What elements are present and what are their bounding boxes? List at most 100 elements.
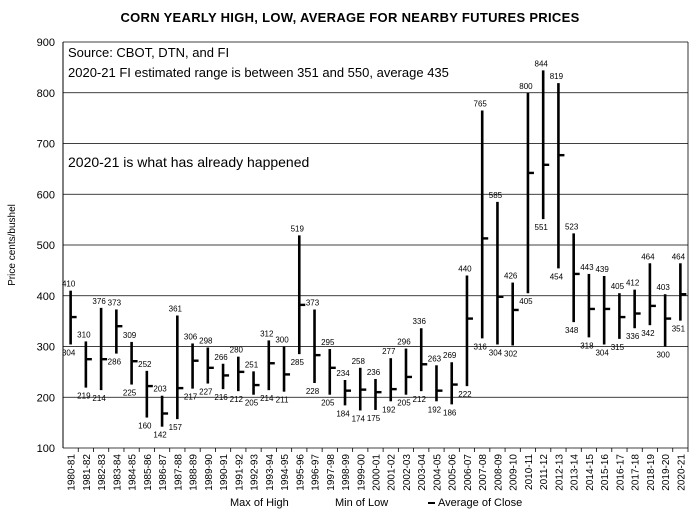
low-value-label: 192 — [382, 405, 396, 414]
x-tick-label: 2015-16 — [600, 454, 611, 491]
x-tick-label: 2008-09 — [493, 454, 504, 491]
x-tick-label: 2020-21 — [676, 454, 687, 491]
y-tick-label: 600 — [37, 189, 55, 201]
x-tick-label: 1990-91 — [219, 454, 230, 491]
low-value-label: 225 — [123, 389, 137, 398]
note-estimate: 2020-21 FI estimated range is between 35… — [68, 65, 449, 80]
y-tick-labels: 100 200 300 400 500 600 700 800 900 — [37, 37, 55, 455]
low-value-label: 219 — [77, 392, 91, 401]
low-value-label: 184 — [336, 409, 350, 418]
low-value-label: 551 — [535, 223, 549, 232]
high-value-label: 300 — [275, 336, 289, 345]
x-tick-label: 1994-95 — [280, 454, 291, 491]
note-source: Source: CBOT, DTN, and FI — [68, 45, 230, 60]
low-value-label: 175 — [367, 414, 381, 423]
x-tick-label: 2014-15 — [585, 454, 596, 491]
x-tick-label: 1980-81 — [67, 454, 78, 491]
chart-title: CORN YEARLY HIGH, LOW, AVERAGE FOR NEARB… — [120, 10, 580, 25]
low-value-label: 160 — [138, 422, 152, 431]
high-low-bars — [69, 70, 687, 427]
high-value-label: 405 — [611, 282, 625, 291]
x-tick-label: 2013-14 — [570, 454, 581, 491]
low-value-label: 222 — [458, 390, 472, 399]
x-tick-label: 1984-85 — [128, 454, 139, 491]
x-tick-label: 1983-84 — [112, 454, 123, 491]
low-value-label: 348 — [565, 326, 579, 335]
x-tick-label: 1993-94 — [265, 454, 276, 491]
x-tick-label: 2004-05 — [432, 454, 443, 491]
x-tick-label: 2012-13 — [554, 454, 565, 491]
high-value-label: 295 — [321, 338, 335, 347]
high-value-label: 464 — [672, 252, 686, 261]
high-value-label: 585 — [489, 191, 503, 200]
high-value-label: 403 — [656, 283, 670, 292]
low-value-label: 304 — [489, 348, 503, 357]
low-value-label: 214 — [92, 394, 106, 403]
y-tick-label: 400 — [37, 291, 55, 303]
high-value-label: 306 — [184, 332, 198, 341]
y-axis-title: Price cents/bushel — [7, 204, 18, 286]
x-tick-label: 1998-99 — [341, 454, 352, 491]
high-value-label: 310 — [77, 330, 91, 339]
high-value-label: 443 — [580, 263, 594, 272]
legend-average-close: Average of Close — [428, 497, 522, 509]
high-value-label: 336 — [413, 317, 427, 326]
x-tick-label: 2007-08 — [478, 454, 489, 491]
low-value-label: 186 — [443, 408, 457, 417]
low-value-label: 315 — [611, 343, 625, 352]
high-value-label: 236 — [367, 368, 381, 377]
x-tick-label: 2010-11 — [524, 454, 535, 490]
high-value-label: 819 — [550, 72, 564, 81]
x-tick-label: 2009-10 — [509, 454, 520, 491]
low-value-label: 228 — [306, 387, 320, 396]
low-value-label: 205 — [397, 399, 411, 408]
high-value-label: 361 — [169, 305, 183, 314]
x-tick-label: 1991-92 — [234, 454, 245, 491]
y-tick-label: 900 — [37, 37, 55, 49]
x-tick-label: 1995-96 — [295, 454, 306, 491]
x-tick-label: 1982-83 — [97, 454, 108, 491]
low-value-label: 214 — [260, 394, 274, 403]
high-value-label: 373 — [306, 298, 320, 307]
high-value-label: 309 — [123, 331, 137, 340]
x-tick-label: 1987-88 — [173, 454, 184, 491]
x-tick-label: 1981-82 — [82, 454, 93, 491]
legend-max-high: Max of High — [230, 497, 289, 509]
x-tick-label: 2017-18 — [631, 454, 642, 491]
x-tick-label: 2003-04 — [417, 454, 428, 491]
x-tick-label: 2002-03 — [402, 454, 413, 491]
x-tick-label: 1986-87 — [158, 454, 169, 491]
low-value-label: 302 — [504, 349, 518, 358]
high-value-label: 440 — [458, 264, 472, 273]
x-tick-label: 1989-90 — [204, 454, 215, 491]
legend-average-label: Average of Close — [438, 497, 523, 509]
low-value-label: 405 — [519, 297, 533, 306]
low-value-label: 304 — [595, 348, 609, 357]
high-value-label: 252 — [138, 360, 152, 369]
x-tick-label: 2006-07 — [463, 454, 474, 491]
low-value-label: 227 — [199, 388, 213, 397]
y-tick-label: 200 — [37, 392, 55, 404]
low-value-label: 192 — [428, 405, 442, 414]
x-tick-labels: 1980-81 1981-82 1982-83 1983-84 1984-85 1985-… — [67, 448, 689, 491]
high-value-label: 412 — [626, 279, 640, 288]
high-value-label: 277 — [382, 347, 396, 356]
x-tick-label: 1985-86 — [143, 454, 154, 491]
high-value-label: 234 — [336, 369, 350, 378]
x-tick-label: 2000-01 — [372, 454, 383, 491]
low-value-label: 316 — [474, 342, 488, 351]
low-value-label: 212 — [413, 395, 427, 404]
high-value-label: 296 — [397, 338, 411, 347]
low-value-label: 342 — [641, 329, 655, 338]
low-value-label: 454 — [550, 272, 564, 281]
high-value-label: 280 — [230, 346, 244, 355]
low-value-label: 285 — [291, 358, 305, 367]
low-value-label: 142 — [153, 431, 167, 440]
low-value-label: 216 — [214, 393, 228, 402]
x-tick-label: 2016-17 — [615, 454, 626, 491]
low-value-label: 351 — [672, 325, 686, 334]
low-value-label: 211 — [276, 396, 289, 405]
high-value-label: 312 — [260, 329, 274, 338]
gridlines — [62, 41, 689, 449]
